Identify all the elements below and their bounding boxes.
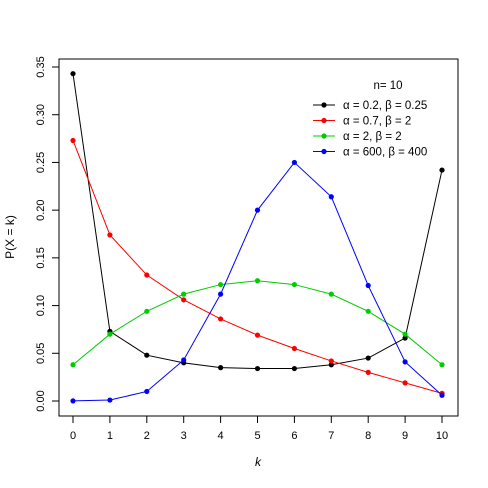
legend-entry: α = 0.7, β = 2 xyxy=(343,116,411,128)
data-point xyxy=(328,362,334,368)
data-point xyxy=(439,167,445,173)
y-tick-label: 0.10 xyxy=(35,295,47,316)
legend-marker xyxy=(321,102,327,108)
data-point xyxy=(107,232,113,238)
data-point xyxy=(365,355,371,361)
y-axis: 0.00 0.05 0.10 0.15 0.20 0.25 0.30 0.35 xyxy=(35,56,59,412)
y-tick-label: 0.25 xyxy=(35,152,47,173)
x-tick-label: 10 xyxy=(436,430,448,442)
series-line-2 xyxy=(72,140,443,394)
data-point xyxy=(254,207,261,213)
data-point xyxy=(144,388,150,395)
data-point xyxy=(402,335,408,341)
y-tick-label: 0.20 xyxy=(35,199,47,220)
legend-marker xyxy=(321,148,327,155)
x-tick-label: 5 xyxy=(254,430,260,442)
data-point xyxy=(70,398,76,404)
legend-entry: α = 0.2, β = 0.25 xyxy=(343,100,427,112)
legend-marker xyxy=(321,133,327,139)
x-tick-label: 6 xyxy=(291,430,297,442)
series-layer xyxy=(70,71,445,404)
x-tick-label: 8 xyxy=(365,430,371,442)
y-tick-label: 0.15 xyxy=(35,247,47,268)
x-tick-label: 2 xyxy=(144,430,150,442)
legend-entry: α = 600, β = 400 xyxy=(343,147,427,159)
plot-frame xyxy=(58,58,459,417)
data-point xyxy=(218,365,224,371)
data-point xyxy=(218,316,224,322)
data-point xyxy=(439,392,445,398)
data-point xyxy=(254,278,261,284)
data-point xyxy=(254,332,261,338)
data-point xyxy=(70,71,76,77)
data-point xyxy=(181,297,187,303)
data-point xyxy=(439,362,445,368)
data-point xyxy=(365,308,371,314)
data-point xyxy=(218,291,224,297)
data-point xyxy=(144,352,150,358)
data-point xyxy=(181,357,187,363)
data-point xyxy=(402,359,408,365)
data-point xyxy=(70,362,76,368)
x-tick-label: 0 xyxy=(70,430,76,442)
y-tick-label: 0.00 xyxy=(35,390,47,411)
x-tick-label: 9 xyxy=(402,430,408,442)
data-point xyxy=(328,194,334,200)
x-tick-label: 4 xyxy=(218,430,224,442)
data-point xyxy=(402,380,408,386)
y-tick-label: 0.35 xyxy=(35,56,47,77)
data-point xyxy=(291,365,297,372)
data-point xyxy=(291,281,297,288)
data-point xyxy=(107,397,113,403)
legend: n= 10 α = 0.2, β = 0.25 α = 0.7, β = 2 α =… xyxy=(313,80,427,159)
x-axis: 0 1 2 3 4 5 6 7 8 9 10 xyxy=(70,416,448,442)
data-point xyxy=(254,365,261,372)
data-point xyxy=(144,272,150,278)
legend-entry: α = 2, β = 2 xyxy=(343,131,402,143)
data-point xyxy=(144,308,150,314)
y-tick-label: 0.05 xyxy=(35,343,47,364)
data-point xyxy=(218,281,224,288)
x-tick-label: 3 xyxy=(181,430,187,442)
data-point xyxy=(107,331,113,337)
data-point xyxy=(365,369,371,375)
data-point xyxy=(181,291,187,297)
data-point xyxy=(291,159,297,166)
data-point xyxy=(328,291,334,297)
x-tick-label: 7 xyxy=(328,430,334,442)
y-tick-label: 0.30 xyxy=(35,104,47,125)
data-point xyxy=(70,137,76,144)
legend-marker xyxy=(321,117,327,124)
data-point xyxy=(291,345,297,352)
x-axis-label: k xyxy=(255,455,262,469)
data-point xyxy=(328,358,334,364)
legend-title: n= 10 xyxy=(373,80,402,92)
data-point xyxy=(365,282,371,289)
data-point xyxy=(402,331,408,337)
y-axis-label: P(X = k) xyxy=(3,215,17,259)
x-tick-label: 1 xyxy=(107,430,113,442)
